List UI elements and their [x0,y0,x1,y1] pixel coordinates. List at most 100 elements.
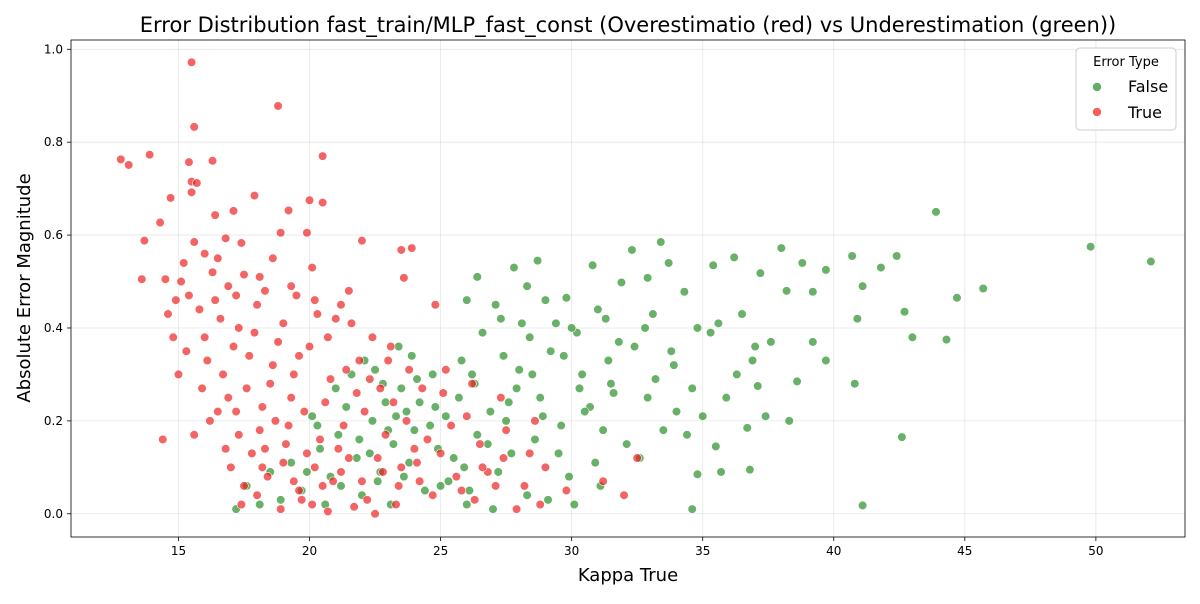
data-point-true [498,453,509,463]
data-point-true [302,448,312,458]
data-point-true [231,406,241,417]
data-point-false [629,341,640,352]
data-point-false [522,490,532,500]
data-point-false [331,383,341,393]
data-point-false [354,434,364,445]
data-point-false [449,453,459,463]
data-point-false [336,481,346,491]
data-point-false [821,265,831,275]
data-points [116,57,1156,519]
data-point-false [493,467,503,477]
data-point-false [425,420,435,431]
data-point-false [525,332,535,342]
data-point-true [310,462,320,472]
data-point-true [409,444,419,454]
data-point-true [139,236,149,246]
data-point-false [530,434,540,445]
data-point-false [852,314,862,324]
data-point-false [472,272,482,282]
data-point-true [283,420,294,431]
data-point-false [666,346,676,356]
data-point-true [415,476,425,486]
data-point-false [808,337,818,347]
data-point-false [640,323,650,333]
data-point-true [210,295,220,305]
data-point-false [692,469,703,479]
data-point-true [310,295,320,305]
data-point-false [302,467,312,477]
y-tick-label: 0.0 [44,507,63,521]
data-point-false [941,334,952,345]
x-tick-label: 45 [957,544,972,558]
data-point-true [257,402,267,412]
data-point-true [383,355,393,366]
data-point-true [307,499,317,510]
data-point-true [451,472,461,482]
data-point-true [194,304,205,315]
data-point-true [166,193,176,203]
data-point-false [606,379,616,389]
data-point-false [498,351,509,361]
data-point-true [339,420,349,431]
data-point-true [511,504,522,514]
data-point-false [857,281,868,291]
data-point-false [532,256,543,266]
legend-label-false: False [1128,77,1168,96]
data-point-false [643,273,653,283]
data-point-true [223,281,233,291]
data-point-false [729,252,739,262]
data-point-true [255,425,265,435]
x-tick-label: 35 [695,544,710,558]
data-point-false [509,263,519,273]
data-point-true [260,444,270,454]
data-point-true [299,406,309,417]
data-point-false [603,355,613,366]
data-point-false [441,411,451,421]
data-point-false [907,332,918,342]
data-point-false [698,411,708,421]
data-point-false [454,393,464,403]
data-point-false [540,295,551,305]
data-point-true [318,151,328,161]
data-point-true [289,476,299,486]
chart-title: Error Distribution fast_train/MLP_fast_c… [140,13,1117,38]
data-point-true [255,272,265,282]
data-point-false [616,277,627,288]
data-point-false [373,476,383,486]
data-point-true [228,341,239,352]
data-point-true [331,314,341,324]
data-point-true [344,453,354,463]
data-point-true [262,472,273,482]
data-point-false [396,383,406,393]
data-point-true [535,499,545,510]
data-point-false [978,283,988,294]
data-point-true [320,397,330,407]
data-point-false [561,293,572,303]
data-point-false [556,420,566,431]
data-point-true [228,206,239,216]
y-tick-label: 1.0 [44,42,63,56]
data-point-true [181,346,191,356]
data-point-true [373,453,383,463]
data-point-true [394,481,404,491]
data-point-false [745,465,755,475]
data-point-true [396,462,406,472]
data-point-true [396,245,406,255]
data-point-true [367,332,378,342]
data-point-false [380,397,391,407]
data-point-false [477,328,488,338]
x-axis-title: Kappa True [578,565,678,586]
y-tick-label: 0.6 [44,228,63,242]
data-point-true [291,290,302,301]
data-point-true [158,434,168,445]
data-point-false [511,383,522,393]
data-point-true [231,290,241,301]
data-point-false [742,423,752,433]
data-point-true [221,233,231,243]
data-point-false [648,309,658,319]
data-point-false [598,425,608,435]
data-point-false [747,355,758,366]
data-point-false [462,499,472,510]
